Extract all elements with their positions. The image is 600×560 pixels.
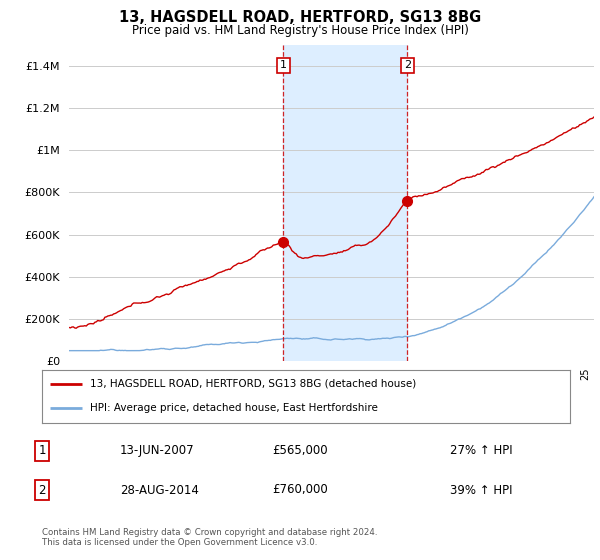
Text: 2: 2 — [38, 483, 46, 497]
Text: 13, HAGSDELL ROAD, HERTFORD, SG13 8BG (detached house): 13, HAGSDELL ROAD, HERTFORD, SG13 8BG (d… — [89, 379, 416, 389]
Text: 1: 1 — [280, 60, 287, 71]
Text: Price paid vs. HM Land Registry's House Price Index (HPI): Price paid vs. HM Land Registry's House … — [131, 24, 469, 37]
Text: £760,000: £760,000 — [272, 483, 328, 497]
Text: 1: 1 — [38, 444, 46, 458]
Text: £565,000: £565,000 — [272, 444, 328, 458]
Text: Contains HM Land Registry data © Crown copyright and database right 2024.
This d: Contains HM Land Registry data © Crown c… — [42, 528, 377, 547]
Bar — [283, 45, 407, 361]
Text: 39% ↑ HPI: 39% ↑ HPI — [450, 483, 512, 497]
Text: 2: 2 — [404, 60, 411, 71]
Text: 28-AUG-2014: 28-AUG-2014 — [120, 483, 199, 497]
Text: 27% ↑ HPI: 27% ↑ HPI — [450, 444, 512, 458]
Text: 13, HAGSDELL ROAD, HERTFORD, SG13 8BG: 13, HAGSDELL ROAD, HERTFORD, SG13 8BG — [119, 10, 481, 25]
Text: 13-JUN-2007: 13-JUN-2007 — [120, 444, 194, 458]
Text: HPI: Average price, detached house, East Hertfordshire: HPI: Average price, detached house, East… — [89, 403, 377, 413]
